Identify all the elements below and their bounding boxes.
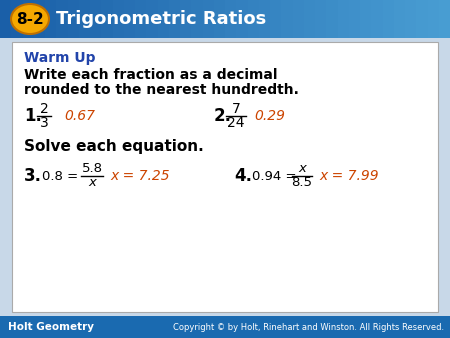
Bar xyxy=(191,0,203,38)
Bar xyxy=(158,0,170,38)
Bar xyxy=(270,0,282,38)
Bar xyxy=(338,0,350,38)
Bar xyxy=(169,0,181,38)
Bar xyxy=(292,0,305,38)
Bar xyxy=(101,0,113,38)
Bar xyxy=(281,0,293,38)
Bar xyxy=(394,0,406,38)
Text: x = 7.99: x = 7.99 xyxy=(319,169,378,183)
Bar xyxy=(214,0,226,38)
Text: Copyright © by Holt, Rinehart and Winston. All Rights Reserved.: Copyright © by Holt, Rinehart and Winsto… xyxy=(173,322,444,332)
Bar xyxy=(236,0,248,38)
Text: 8-2: 8-2 xyxy=(16,11,44,26)
Text: x: x xyxy=(88,176,96,190)
Bar xyxy=(56,0,68,38)
Text: 8.5: 8.5 xyxy=(292,176,312,190)
Text: 3.: 3. xyxy=(24,167,42,185)
Bar xyxy=(371,0,383,38)
Text: rounded to the nearest hundredth.: rounded to the nearest hundredth. xyxy=(24,83,299,97)
Text: 1.: 1. xyxy=(24,107,42,125)
Text: Warm Up: Warm Up xyxy=(24,51,95,65)
Bar xyxy=(259,0,271,38)
Text: 5.8: 5.8 xyxy=(81,163,103,175)
Bar xyxy=(0,316,450,338)
Text: x = 7.25: x = 7.25 xyxy=(110,169,170,183)
Bar xyxy=(439,0,450,38)
Bar xyxy=(416,0,428,38)
Bar xyxy=(326,0,338,38)
Ellipse shape xyxy=(11,4,49,34)
Text: 0.29: 0.29 xyxy=(254,109,285,123)
Bar xyxy=(90,0,102,38)
FancyBboxPatch shape xyxy=(12,42,438,312)
Bar xyxy=(304,0,316,38)
Text: 24: 24 xyxy=(227,116,245,130)
Bar xyxy=(146,0,158,38)
Bar xyxy=(112,0,125,38)
Text: 4.: 4. xyxy=(234,167,252,185)
Text: Holt Geometry: Holt Geometry xyxy=(8,322,94,332)
Text: 0.94 =: 0.94 = xyxy=(252,169,297,183)
Bar xyxy=(180,0,192,38)
Bar xyxy=(202,0,215,38)
Bar xyxy=(11,0,23,38)
Text: 0.67: 0.67 xyxy=(64,109,95,123)
Bar xyxy=(45,0,57,38)
Text: 2: 2 xyxy=(40,102,49,116)
Bar xyxy=(315,0,327,38)
Bar xyxy=(124,0,136,38)
Text: 2.: 2. xyxy=(214,107,232,125)
Text: x: x xyxy=(298,163,306,175)
Text: 7: 7 xyxy=(232,102,240,116)
Bar xyxy=(22,0,35,38)
Bar xyxy=(135,0,147,38)
Bar xyxy=(68,0,80,38)
Text: 0.8 =: 0.8 = xyxy=(42,169,78,183)
Bar xyxy=(349,0,361,38)
Bar xyxy=(428,0,440,38)
Text: Trigonometric Ratios: Trigonometric Ratios xyxy=(56,10,266,28)
Text: Write each fraction as a decimal: Write each fraction as a decimal xyxy=(24,68,278,82)
Bar xyxy=(360,0,372,38)
Bar xyxy=(382,0,395,38)
Bar xyxy=(34,0,46,38)
Text: 3: 3 xyxy=(40,116,49,130)
Bar xyxy=(248,0,260,38)
Text: Solve each equation.: Solve each equation. xyxy=(24,139,204,153)
Bar xyxy=(79,0,91,38)
Bar xyxy=(0,0,12,38)
Bar xyxy=(405,0,417,38)
Bar xyxy=(225,0,237,38)
